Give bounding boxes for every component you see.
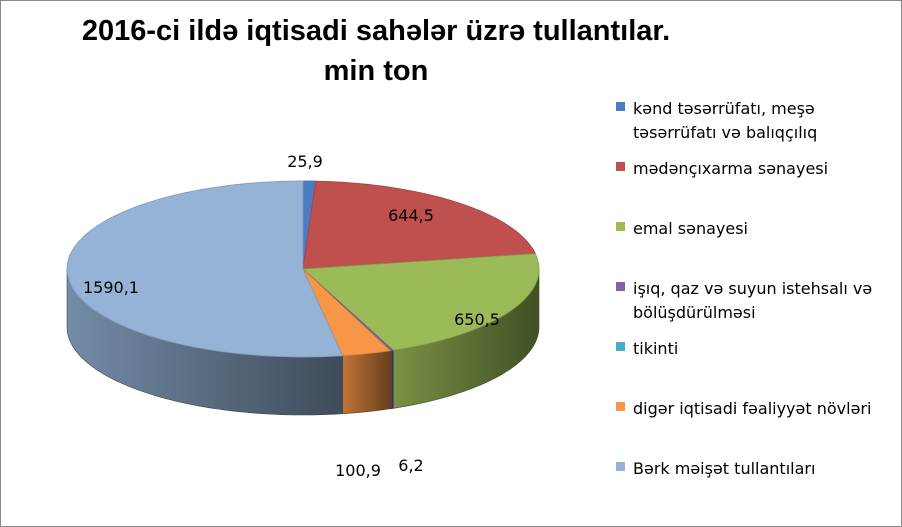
chart-title-line-2: min ton — [323, 55, 429, 87]
pie-data-labels: 25,9 644,5 650,5 6,2 100,9 1590,1 — [83, 152, 500, 480]
legend-label: kənd təsərrüfatı, meşə təsərrüfatı və ba… — [633, 99, 818, 142]
pie-side-5 — [342, 350, 391, 415]
legend-swatch — [616, 222, 625, 231]
legend-swatch — [616, 162, 625, 171]
chart-title: 2016-ci ildə iqtisadi sahələr üzrə tulla… — [21, 11, 731, 91]
data-label-0: 25,9 — [287, 152, 323, 171]
legend-label: mədənçıxarma sənayesi — [633, 159, 829, 178]
legend-swatch — [616, 342, 625, 351]
data-label-5: 100,9 — [335, 461, 381, 480]
pie-slice-2 — [302, 253, 540, 351]
pie-slice-5 — [302, 268, 392, 357]
data-label-6: 1590,1 — [83, 278, 139, 297]
chart-title-line-1: 2016-ci ildə iqtisadi sahələr üzrə tulla… — [81, 15, 671, 47]
legend-label: tikinti — [633, 339, 679, 358]
pie-slice-1 — [302, 180, 537, 270]
legend-label: işıq, qaz və suyun istehsalı və bölüşdür… — [633, 279, 873, 322]
legend-swatch — [616, 102, 625, 111]
legend-swatch — [616, 402, 625, 411]
data-label-3: 6,2 — [398, 456, 423, 475]
data-label-2: 650,5 — [454, 310, 500, 329]
legend-label: Bərk məişət tullantıları — [633, 459, 816, 478]
pie-side-3 — [389, 349, 394, 410]
legend-label: emal sənayesi — [633, 219, 748, 238]
data-label-1: 644,5 — [388, 206, 434, 225]
legend-label: digər iqtisadi fəaliyyət növləri — [633, 399, 872, 418]
pie-tops — [66, 180, 540, 358]
legend-swatch — [616, 282, 625, 291]
pie-slice-6 — [66, 180, 344, 358]
legend-swatch — [616, 462, 625, 471]
